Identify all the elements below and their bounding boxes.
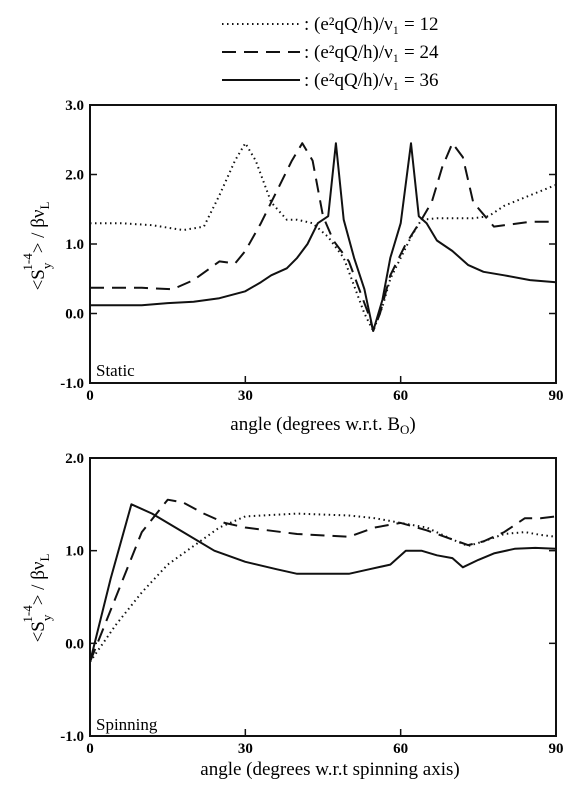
static-x-tick-label: 30 <box>238 388 253 404</box>
static-plot-frame <box>89 104 557 384</box>
static-y-tick-label: -1.0 <box>60 376 84 392</box>
static-y-axis-label: <Sy1-4> / βνL <box>20 202 54 291</box>
static-y-tick-label: 1.0 <box>65 237 84 253</box>
static-x-tick-label: 90 <box>549 388 564 404</box>
spinning-series-dotted <box>89 512 557 663</box>
static-panel-label: Static <box>96 361 135 380</box>
legend-label-solid: : (e²qQ/h)/ν₁ = 36 <box>304 70 439 91</box>
static-series-solid <box>90 142 557 332</box>
static-y-tick-label: 2.0 <box>65 168 84 184</box>
spinning-y-tick-label: 2.0 <box>65 451 84 467</box>
spinning-x-tick-label: 30 <box>238 741 253 757</box>
spinning-x-tick-label: 90 <box>549 741 564 757</box>
static-x-axis-label-sub: O <box>400 422 409 437</box>
static-x-axis-label: angle (degrees w.r.t. BO) <box>230 414 415 437</box>
spinning-series-solid <box>89 503 557 663</box>
static-x-axis-label-main: angle (degrees w.r.t. B <box>230 414 400 435</box>
spinning-panel: 0 30 60 90 -1.0 0.0 1.0 2.0 Spinning angle (deg… <box>20 451 564 780</box>
legend-label-dashed: : (e²qQ/h)/ν₁ = 24 <box>304 42 439 63</box>
static-x-tick-label: 0 <box>86 388 94 404</box>
spinning-series-dashed <box>89 498 557 663</box>
spinning-x-tick-label: 60 <box>393 741 408 757</box>
static-series-dotted <box>90 142 557 332</box>
spinning-y-tick-label: 1.0 <box>65 544 84 560</box>
spinning-y-axis-label: <Sy1-4> / βνL <box>20 554 54 643</box>
static-y-tick-label: 3.0 <box>65 98 84 114</box>
spinning-x-axis-label: angle (degrees w.r.t spinning axis) <box>200 759 459 780</box>
spinning-y-tick-label: 0.0 <box>65 636 84 652</box>
spinning-x-tick-label: 0 <box>86 741 94 757</box>
spinning-plot-frame <box>89 457 557 737</box>
static-x-axis-label-suffix: ) <box>409 414 415 435</box>
legend: : (e²qQ/h)/ν₁ = 12 : (e²qQ/h)/ν₁ = 24 : … <box>222 14 439 91</box>
static-x-tick-label: 60 <box>393 388 408 404</box>
static-y-tick-label: 0.0 <box>65 307 84 323</box>
legend-label-dotted: : (e²qQ/h)/ν₁ = 12 <box>304 14 439 35</box>
spinning-panel-label: Spinning <box>96 715 158 734</box>
static-panel: 0 30 60 90 -1.0 0.0 1.0 2.0 3.0 Static angle (de… <box>20 98 564 437</box>
spinning-y-tick-label: -1.0 <box>60 729 84 745</box>
